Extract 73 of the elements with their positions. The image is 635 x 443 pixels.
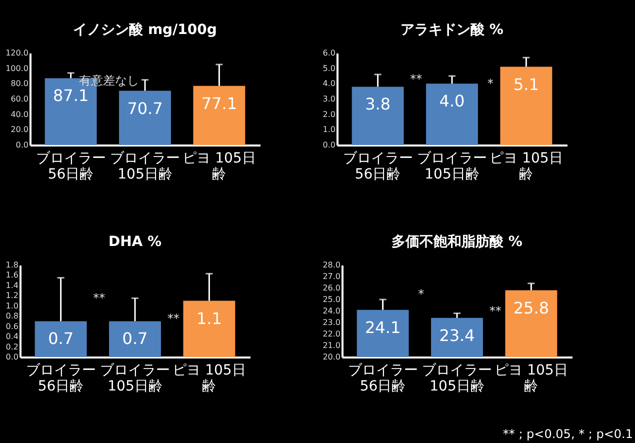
annotation: ** <box>410 72 422 86</box>
y-tick-label: 1.8 <box>6 260 18 270</box>
y-tick-label: 0.6 <box>6 322 18 331</box>
y-tick-label: 2.0 <box>322 110 336 119</box>
y-tick-label: 20.0 <box>10 125 28 134</box>
text: ** ; p<0.05, * ; p<0.1 <box>502 427 633 441</box>
y-tick-label: 1.0 <box>6 301 18 310</box>
y-tick-label: 40.0 <box>10 110 28 119</box>
y-tick-label: 20.0 <box>322 352 340 362</box>
data-label: 23.4 <box>439 326 475 345</box>
y-tick-label: 27.0 <box>322 272 340 281</box>
annotation: ** <box>167 312 180 326</box>
y-tick-label: 120.0 <box>6 48 28 58</box>
data-label: 24.1 <box>364 318 401 337</box>
annotation: ** <box>93 291 106 306</box>
y-tick-label: 0.2 <box>6 342 18 352</box>
x-tick-label: ピヨ 105日齢 <box>182 150 256 182</box>
y-tick-label: 26.0 <box>322 284 340 292</box>
y-tick-label: 5.0 <box>322 64 336 73</box>
chart-title: 多価不飽和脂肪酸 % <box>392 233 522 250</box>
y-tick-label: 1.6 <box>6 270 18 280</box>
data-label: 0.7 <box>122 329 148 348</box>
annotation: ** <box>489 304 502 318</box>
data-label: 0.7 <box>48 329 74 348</box>
y-tick-label: 28.0 <box>322 260 340 270</box>
chart-title: アラキドン酸 % <box>400 22 504 38</box>
y-tick-label: 24.0 <box>322 306 340 316</box>
data-label: 5.1 <box>513 74 539 94</box>
y-tick-label: 0.8 <box>6 312 18 321</box>
y-tick-label: 1.0 <box>322 125 336 134</box>
bar <box>352 86 404 145</box>
chart-title: イノシン酸 mg/100g <box>73 22 217 38</box>
chart-title: DHA % <box>108 234 162 250</box>
y-tick-label: 1.2 <box>6 291 18 300</box>
x-tick-label: ブロイラー56日齢 <box>348 362 418 394</box>
data-label: 3.8 <box>365 94 391 114</box>
y-tick-label: 25.0 <box>322 295 340 304</box>
data-label: 87.1 <box>52 86 89 106</box>
y-tick-label: 0.0 <box>6 352 18 362</box>
data-label: 25.8 <box>513 298 550 318</box>
y-tick-label: 0.4 <box>6 332 18 342</box>
x-tick-label: ブロイラー56日齢 <box>342 150 413 182</box>
y-tick-label: 21.0 <box>322 341 340 350</box>
bar <box>193 86 246 145</box>
annotation: * <box>418 286 424 301</box>
y-tick-label: 0.0 <box>322 140 336 150</box>
x-tick-label: ブロイラー56日齢 <box>26 362 96 394</box>
x-tick-label: ピヨ 105日齢 <box>494 362 568 394</box>
y-tick-label: 0.0 <box>16 140 28 150</box>
y-tick-label: 3.0 <box>322 94 336 104</box>
x-tick-label: ブロイラー105日齢 <box>422 362 492 394</box>
bar <box>500 66 552 145</box>
y-tick-label: 22.0 <box>322 330 340 338</box>
y-tick-label: 80.0 <box>10 79 28 88</box>
x-tick-label: ブロイラー105日齢 <box>417 150 487 182</box>
data-label: 77.1 <box>201 94 238 113</box>
y-tick-label: 1.4 <box>6 280 18 290</box>
x-tick-label: ピヨ 105日齢 <box>490 150 563 182</box>
annotation: * <box>487 76 494 91</box>
data-label: 1.1 <box>196 308 222 328</box>
data-label: 70.7 <box>127 98 163 118</box>
y-tick-label: 4.0 <box>322 79 336 88</box>
y-tick-label: 100.0 <box>6 64 28 73</box>
bar <box>426 84 478 145</box>
bar <box>119 90 171 145</box>
x-tick-label: ブロイラー105日齢 <box>100 362 170 394</box>
y-tick-label: 60.0 <box>10 94 28 104</box>
y-tick-label: 6.0 <box>322 48 336 58</box>
x-tick-label: ブロイラー56日齢 <box>36 150 106 182</box>
y-tick-label: 23.0 <box>322 318 340 327</box>
data-label: 4.0 <box>439 92 465 111</box>
x-tick-label: ブロイラー105日齢 <box>110 150 180 182</box>
x-tick-label: ピヨ 105日齢 <box>172 362 246 394</box>
